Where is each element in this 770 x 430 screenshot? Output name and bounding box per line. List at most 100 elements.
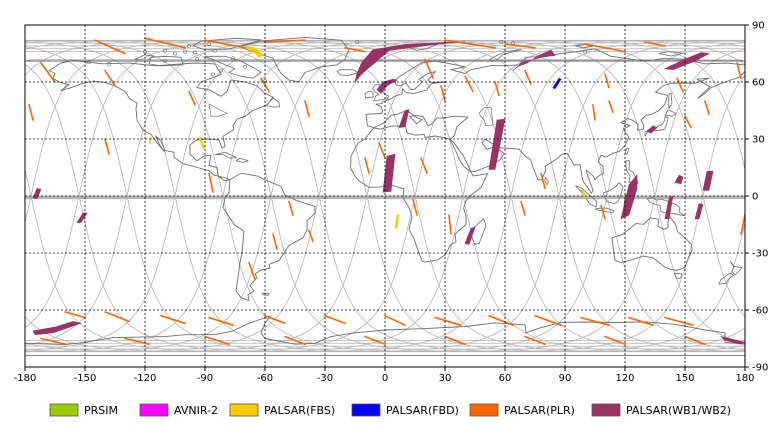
taiwan-coast [624,147,630,155]
swath-plr [540,172,546,190]
swath-plr [188,90,196,106]
swath-plr [264,39,306,43]
swath-fbs [244,45,264,58]
swath-wb [32,321,83,336]
swath-plr [534,314,562,327]
swath-wb [694,203,704,220]
island-coast [163,48,167,53]
swath-plr [608,100,614,114]
observation-swaths [28,37,745,346]
orbit-track [25,197,175,352]
swath-fbs [394,214,400,229]
x-tick-label: -180 [14,373,37,384]
orbit-track [25,197,271,352]
swath-plr [64,311,86,319]
uk-coast [372,84,389,102]
legend-label-wb: PALSAR(WB1/WB2) [626,404,731,417]
island-coast [355,40,359,45]
swath-plr [524,335,546,346]
y-tick-label: -60 [752,306,768,317]
axis-ticks: -180 -150 -120 -90 -60 -30 0 30 60 90 120 150 180 90 6… [14,21,769,385]
swath-plr [444,39,496,49]
x-tick-label: -150 [74,373,97,384]
swath-plr [144,37,186,49]
north-america-coast [48,60,274,182]
legend-swatch-wb [591,403,621,417]
island-coast [187,44,191,48]
swath-plr [736,62,742,79]
island-coast [193,50,197,55]
y-tick-label: 60 [752,78,765,89]
swath-plr [384,314,406,327]
swath-plr [600,204,606,220]
africa-coast [350,125,489,263]
x-tick-label: 30 [439,373,452,384]
swath-wb [719,336,745,345]
island-coast [219,68,223,73]
graticule [25,25,745,367]
x-tick-label: 150 [675,373,694,384]
island-coast [87,60,91,65]
hokkaido-coast [664,109,677,117]
x-tick-label: -120 [134,373,157,384]
legend-swatch-prism [49,403,79,417]
x-tick-label: 0 [382,373,388,384]
swath-wb [674,174,684,185]
swath-plr [520,200,526,216]
y-tick-label: 30 [752,135,765,146]
island-coast [499,40,503,45]
legend-swatch-fbs [229,403,259,417]
island-coast [583,49,587,54]
orbit-track [25,198,79,329]
swath-plr [628,316,654,327]
y-tick-label: 90 [752,21,765,32]
swath-plr [364,335,386,346]
x-tick-label: 120 [615,373,634,384]
australia-coast [611,215,693,271]
legend-swatch-plr [469,403,499,417]
legend-label-plr: PALSAR(PLR) [504,404,575,417]
orbit-track [25,197,223,352]
legend-swatch-fbd [351,403,381,417]
swath-plr [740,214,745,235]
caspian-coast [478,106,494,127]
swath-plr [124,337,150,346]
swath-plr [684,115,692,129]
swath-wb [512,49,556,71]
swath-fbs [148,136,153,145]
swath-plr [324,314,346,325]
swath-plr [104,138,110,155]
swath-fbd [552,77,562,90]
swath-plr [448,214,452,235]
swath-plr [664,316,694,327]
swath-plr [440,85,446,102]
island-coast [195,57,199,62]
swath-wb [702,171,714,191]
swath-plr [260,77,270,93]
swath-plr [412,199,418,216]
y-tick-label: -30 [752,249,768,260]
legend-label-fbd: PALSAR(FBD) [386,404,459,417]
new-zealand-north-coast [730,261,743,276]
orbit-track [25,41,511,352]
swath-plr [248,261,256,281]
borneo-coast [602,182,624,204]
island-coast [213,48,217,53]
orbit-track [25,63,415,352]
x-tick-label: -60 [257,373,273,384]
island-coast [173,51,177,56]
swath-plr [644,41,666,47]
y-tick-label: -90 [752,363,768,374]
island-coast [163,59,167,64]
swath-plr [304,100,310,117]
swath-plr [420,157,428,174]
south-america-coast [222,172,316,301]
swath-plr [684,335,706,346]
new-guinea-coast [646,197,686,217]
swath-wb [663,52,710,71]
island-coast [107,62,111,66]
swath-plr [434,316,462,327]
swath-plr [28,104,34,121]
swath-plr [378,142,386,159]
swath-plr [464,75,474,93]
